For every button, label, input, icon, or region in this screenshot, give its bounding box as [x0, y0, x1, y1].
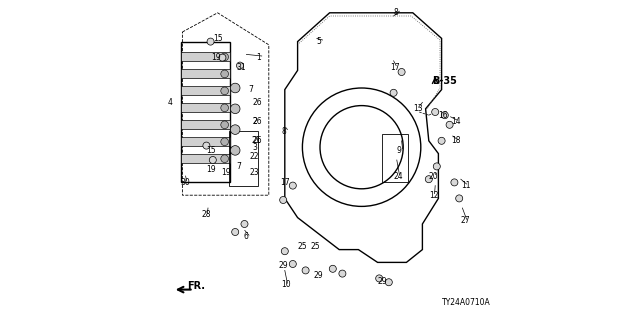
Text: 9: 9 — [397, 146, 402, 155]
Circle shape — [209, 156, 216, 164]
Bar — [229, 131, 258, 186]
Text: 8: 8 — [394, 8, 398, 17]
Text: 22: 22 — [250, 152, 259, 161]
Circle shape — [330, 265, 337, 272]
Circle shape — [241, 220, 248, 228]
Text: 15: 15 — [206, 146, 216, 155]
Circle shape — [230, 104, 240, 114]
Circle shape — [221, 53, 228, 61]
Text: 2: 2 — [253, 117, 257, 126]
Circle shape — [438, 137, 445, 144]
Text: 26: 26 — [253, 117, 262, 126]
Circle shape — [385, 279, 392, 286]
Bar — [383, 134, 408, 182]
Text: 29: 29 — [314, 271, 323, 280]
Circle shape — [230, 83, 240, 93]
Circle shape — [426, 176, 433, 183]
Circle shape — [237, 62, 244, 69]
Circle shape — [230, 146, 240, 155]
Text: 15: 15 — [212, 34, 223, 43]
Circle shape — [221, 70, 228, 78]
Text: 1: 1 — [256, 53, 260, 62]
Bar — [181, 137, 230, 146]
Text: 8: 8 — [282, 127, 286, 136]
Bar — [181, 103, 230, 112]
Bar — [181, 86, 230, 95]
Text: B-35: B-35 — [432, 76, 457, 86]
Circle shape — [442, 112, 448, 119]
Text: 10: 10 — [282, 280, 291, 289]
Text: 26: 26 — [253, 136, 262, 145]
Bar — [181, 69, 230, 78]
Circle shape — [376, 275, 383, 282]
Text: 29: 29 — [278, 261, 288, 270]
Text: 29: 29 — [378, 277, 387, 286]
Circle shape — [302, 267, 309, 274]
Bar — [181, 154, 230, 163]
Circle shape — [289, 182, 296, 189]
Circle shape — [232, 228, 239, 236]
Text: 4: 4 — [168, 98, 173, 107]
Circle shape — [221, 104, 228, 112]
Circle shape — [433, 163, 440, 170]
Text: 25: 25 — [298, 242, 307, 251]
Bar — [181, 42, 230, 182]
Text: 17: 17 — [280, 178, 290, 187]
Text: TY24A0710A: TY24A0710A — [442, 298, 490, 307]
Text: 28: 28 — [202, 210, 211, 219]
Text: 3: 3 — [253, 143, 258, 152]
Text: 16: 16 — [438, 111, 448, 120]
Bar — [181, 52, 230, 61]
Text: 21: 21 — [251, 136, 260, 145]
Text: 13: 13 — [413, 104, 422, 113]
Text: 23: 23 — [250, 168, 259, 177]
Circle shape — [456, 195, 463, 202]
Text: 20: 20 — [429, 172, 438, 180]
Text: 27: 27 — [461, 216, 470, 225]
Text: FR.: FR. — [187, 281, 205, 292]
Text: 5: 5 — [317, 37, 322, 46]
Circle shape — [221, 138, 228, 146]
Circle shape — [398, 68, 405, 76]
Text: 18: 18 — [451, 136, 461, 145]
Text: 6: 6 — [243, 232, 248, 241]
Circle shape — [432, 108, 439, 116]
Text: 7: 7 — [248, 85, 253, 94]
Text: 7: 7 — [237, 162, 242, 171]
Text: 19: 19 — [211, 53, 221, 62]
Text: 12: 12 — [429, 191, 438, 200]
Text: 24: 24 — [394, 172, 403, 180]
Text: 31: 31 — [236, 63, 246, 72]
Circle shape — [207, 38, 214, 45]
Text: 25: 25 — [310, 242, 320, 251]
Circle shape — [446, 121, 453, 128]
Circle shape — [219, 54, 226, 61]
Text: 14: 14 — [451, 117, 461, 126]
Text: 11: 11 — [461, 181, 470, 190]
Circle shape — [451, 179, 458, 186]
Circle shape — [221, 87, 228, 95]
Circle shape — [282, 248, 288, 255]
Text: 26: 26 — [253, 98, 262, 107]
Circle shape — [203, 142, 210, 149]
Circle shape — [221, 121, 228, 129]
Circle shape — [230, 125, 240, 134]
Circle shape — [221, 155, 228, 163]
Circle shape — [390, 89, 397, 96]
Circle shape — [339, 270, 346, 277]
Text: 19: 19 — [206, 165, 216, 174]
Text: 17: 17 — [390, 63, 400, 72]
Circle shape — [280, 196, 287, 204]
Bar — [181, 120, 230, 129]
Text: 19: 19 — [221, 168, 230, 177]
Text: 30: 30 — [181, 178, 191, 187]
Circle shape — [289, 260, 296, 268]
